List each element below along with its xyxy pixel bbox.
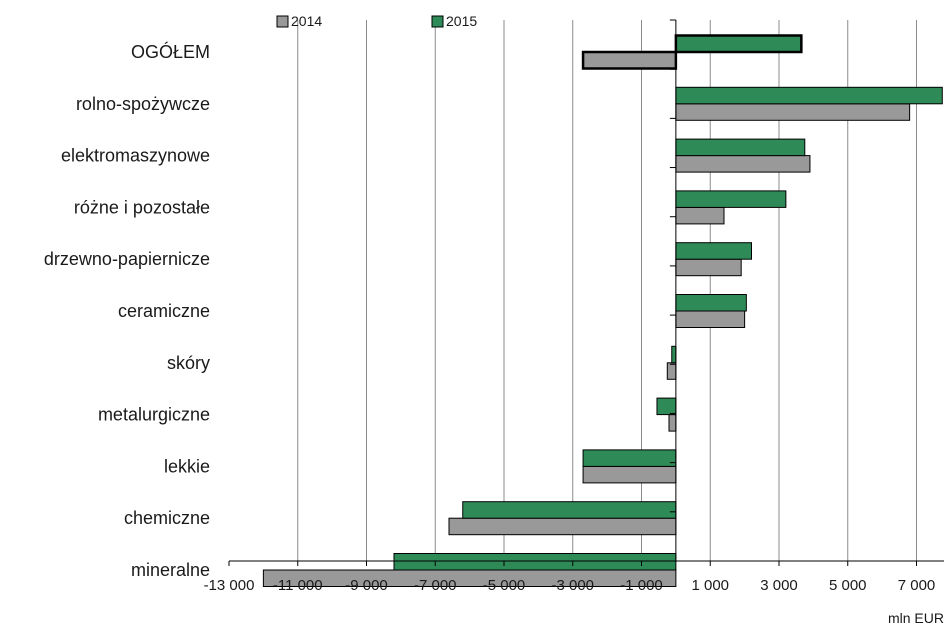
bar-2014-4 [676, 259, 741, 276]
bar-2015-10 [394, 554, 676, 571]
category-label: elektromaszynowe [61, 146, 210, 166]
legend-swatch-2015 [432, 16, 443, 27]
category-label: metalurgiczne [98, 405, 210, 425]
bar-2015-4 [676, 243, 752, 260]
bar-2014-8 [583, 466, 676, 483]
legend-label-2015: 2015 [446, 13, 477, 29]
category-label: ceramiczne [118, 301, 210, 321]
bar-2015-9 [463, 502, 676, 519]
bar-2015-7 [657, 398, 676, 415]
x-tick-label: 1 000 [691, 577, 729, 594]
category-label: OGÓŁEM [131, 41, 210, 62]
category-label: drzewno-papiernicze [44, 249, 210, 269]
legend-swatch-2014 [277, 16, 288, 27]
category-label: mineralne [131, 560, 210, 580]
bar-2014-5 [676, 311, 745, 328]
legend: 2014 2015 [277, 13, 477, 29]
legend-label-2014: 2014 [291, 13, 322, 29]
x-tick-label: -7 000 [414, 577, 457, 594]
x-tick-label: -1 000 [620, 577, 663, 594]
category-label: rolno-spożywcze [76, 94, 210, 114]
x-tick-label: 5 000 [829, 577, 867, 594]
category-label: lekkie [164, 456, 210, 476]
bar-2014-10 [263, 570, 676, 587]
bar-2015-8 [583, 450, 676, 467]
bars [263, 36, 942, 587]
bar-2014-1 [676, 104, 910, 121]
x-tick-label: -13 000 [204, 577, 255, 594]
category-label: różne i pozostałe [74, 197, 210, 217]
category-label: chemiczne [124, 508, 210, 528]
x-tick-label: -5 000 [483, 577, 526, 594]
category-labels: OGÓŁEM rolno-spożywcze elektromaszynowe róż… [44, 41, 210, 580]
x-tick-label: -9 000 [345, 577, 388, 594]
bar-2015-6 [672, 346, 676, 363]
bar-2014-9 [449, 518, 676, 535]
bar-2015-1 [676, 87, 942, 104]
tick-labels: -13 000 -11 000 -9 000 -7 000 -5 000 -3 000 -1… [204, 577, 936, 594]
bar-2014-3 [676, 207, 724, 224]
x-tick-label: 7 000 [898, 577, 936, 594]
bar-2014-2 [676, 156, 810, 173]
bar-2015-0 [676, 36, 801, 53]
bar-2014-0 [583, 52, 676, 69]
bar-2015-5 [676, 295, 746, 312]
bar-2014-6 [667, 363, 676, 380]
x-tick-label: -11 000 [273, 577, 323, 594]
x-tick-label: 3 000 [760, 577, 798, 594]
category-label: skóry [167, 353, 210, 373]
bar-2015-3 [676, 191, 786, 208]
bar-2015-2 [676, 139, 805, 156]
x-tick-label: -3 000 [551, 577, 594, 594]
bar-2014-7 [669, 415, 676, 432]
x-axis-unit: mln EUR [888, 610, 944, 626]
